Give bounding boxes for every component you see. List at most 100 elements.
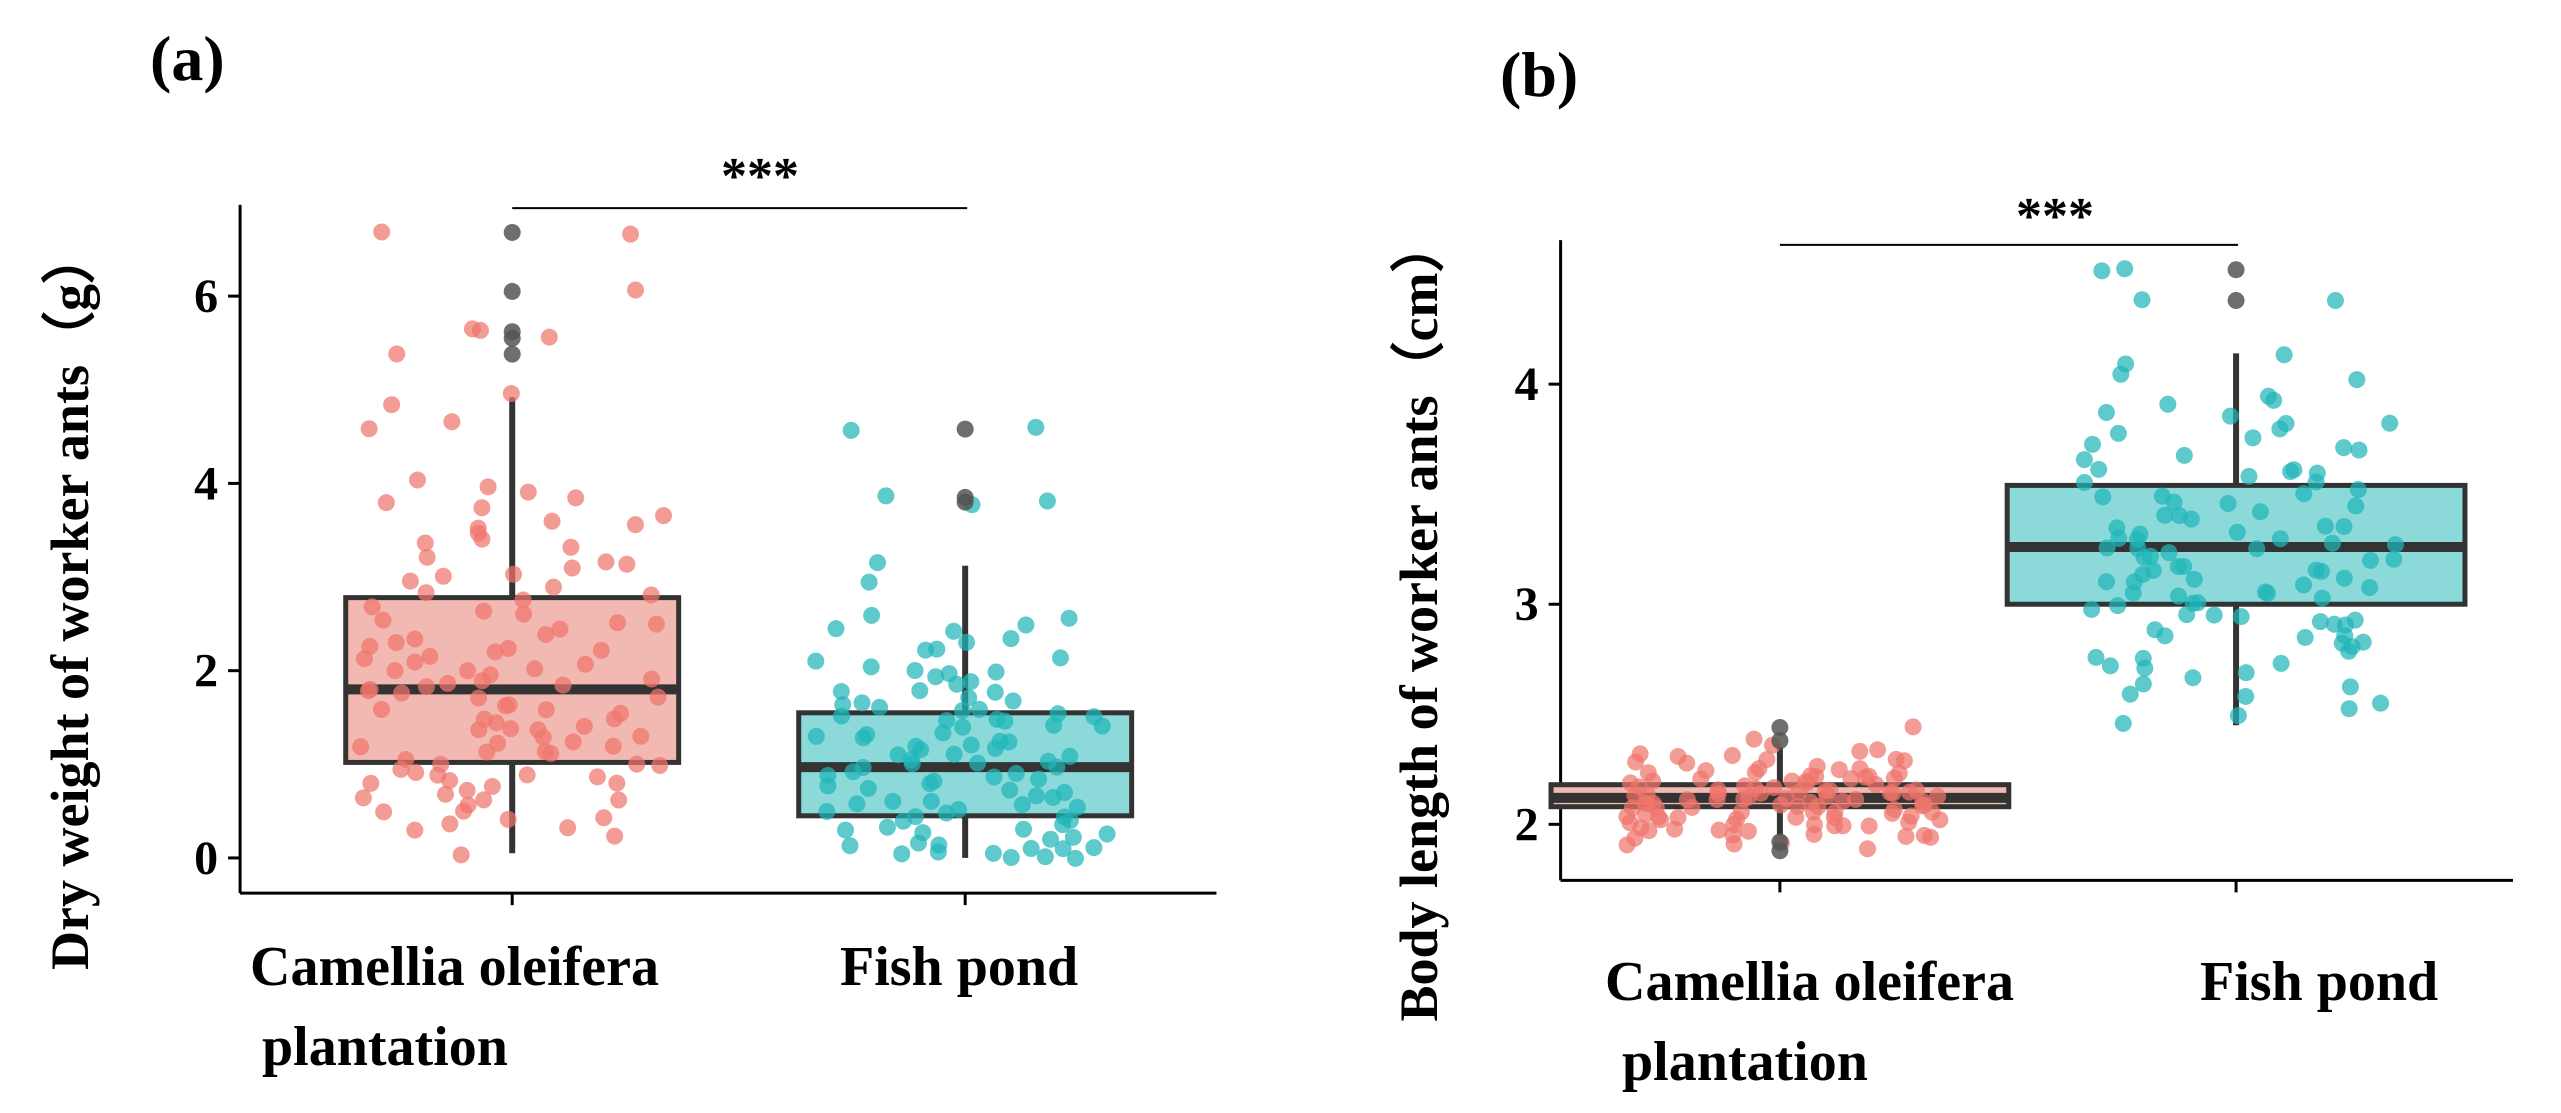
data-point: [958, 633, 976, 651]
data-point: [392, 760, 410, 778]
data-point: [1900, 813, 1918, 831]
data-point: [1666, 820, 1684, 838]
data-point: [537, 625, 555, 643]
panel-b-x-label-camellia-line2: plantation: [1622, 1031, 1868, 1093]
data-point: [360, 420, 378, 438]
data-point: [622, 225, 640, 243]
panel-b-plot-area: 2 3 4: [1515, 240, 2513, 893]
data-point: [841, 837, 859, 855]
data-point: [2295, 576, 2313, 594]
data-point: [610, 791, 628, 809]
data-point: [471, 321, 489, 339]
data-point: [1805, 825, 1823, 843]
data-point: [844, 763, 862, 781]
data-point: [1851, 742, 1869, 760]
data-point: [416, 534, 434, 552]
data-point: [473, 672, 491, 690]
data-point: [1901, 783, 1919, 801]
data-point: [406, 653, 424, 671]
data-point: [2178, 606, 2196, 624]
data-point: [2340, 700, 2358, 718]
data-point: [406, 821, 424, 839]
panel-a-x-label-fish: Fish pond: [840, 936, 1078, 998]
data-point: [505, 565, 523, 583]
data-point: [819, 777, 837, 795]
data-point: [1830, 761, 1848, 779]
data-point: [373, 701, 391, 719]
data-point: [1618, 836, 1636, 854]
y-tick-label: 0: [194, 832, 218, 885]
data-point: [2156, 506, 2174, 524]
data-point: [417, 678, 435, 696]
data-point: [1723, 747, 1741, 765]
data-point: [487, 714, 505, 732]
data-point: [2159, 395, 2177, 413]
data-point: [1045, 716, 1063, 734]
data-point: [853, 694, 871, 712]
data-point: [459, 662, 477, 680]
data-point: [375, 803, 393, 821]
data-point: [807, 727, 825, 745]
data-point: [1881, 784, 1899, 802]
data-point: [473, 499, 491, 517]
data-point: [878, 818, 896, 836]
data-point: [945, 745, 963, 763]
panel-a-x-label-camellia-line2: plantation: [262, 1016, 508, 1078]
data-point: [406, 630, 424, 648]
data-point: [2156, 627, 2174, 645]
data-point: [962, 673, 980, 691]
data-point: [2228, 523, 2246, 541]
data-point: [409, 471, 427, 489]
data-point: [1013, 796, 1031, 814]
data-point: [1002, 848, 1020, 866]
data-point: [627, 281, 645, 299]
data-point: [1051, 649, 1069, 667]
data-point: [2361, 579, 2379, 597]
data-point: [2240, 467, 2258, 485]
data-point: [483, 778, 501, 796]
data-point: [2237, 664, 2255, 682]
data-point: [960, 689, 978, 707]
panel-a-plot-area: 0 2 4 6: [194, 204, 1217, 906]
data-point: [921, 775, 939, 793]
data-point: [534, 728, 552, 746]
data-point: [2271, 530, 2289, 548]
data-point: [2350, 441, 2368, 459]
data-point: [2312, 562, 2330, 580]
data-point: [2184, 669, 2202, 687]
data-point: [2075, 451, 2093, 469]
data-point: [1692, 770, 1710, 788]
data-point: [986, 739, 1004, 757]
data-point: [2335, 569, 2353, 587]
data-point: [1098, 825, 1116, 843]
data-point: [2097, 573, 2115, 591]
data-point: [2093, 262, 2111, 280]
data-point: [2335, 439, 2353, 457]
data-point: [2308, 464, 2326, 482]
data-point: [567, 489, 585, 507]
data-point: [984, 844, 1002, 862]
data-point: [2340, 642, 2358, 660]
data-point: [2136, 659, 2154, 677]
data-point: [1826, 817, 1844, 835]
outlier-point: [2227, 292, 2245, 310]
data-point: [2205, 606, 2223, 624]
data-point: [1036, 848, 1054, 866]
data-point: [2362, 551, 2380, 569]
data-point: [564, 733, 582, 751]
data-point: [2316, 517, 2334, 535]
y-tick-label: 2: [194, 645, 218, 698]
data-point: [1022, 839, 1040, 857]
data-point: [2175, 557, 2193, 575]
data-point: [1897, 827, 1915, 845]
data-point: [1929, 787, 1947, 805]
data-point: [1007, 765, 1025, 783]
data-point: [1790, 783, 1808, 801]
data-point: [1758, 751, 1776, 769]
data-point: [1708, 791, 1726, 809]
data-point: [649, 688, 667, 706]
data-point: [2133, 291, 2151, 309]
data-point: [945, 622, 963, 640]
outlier-point: [2227, 261, 2245, 279]
